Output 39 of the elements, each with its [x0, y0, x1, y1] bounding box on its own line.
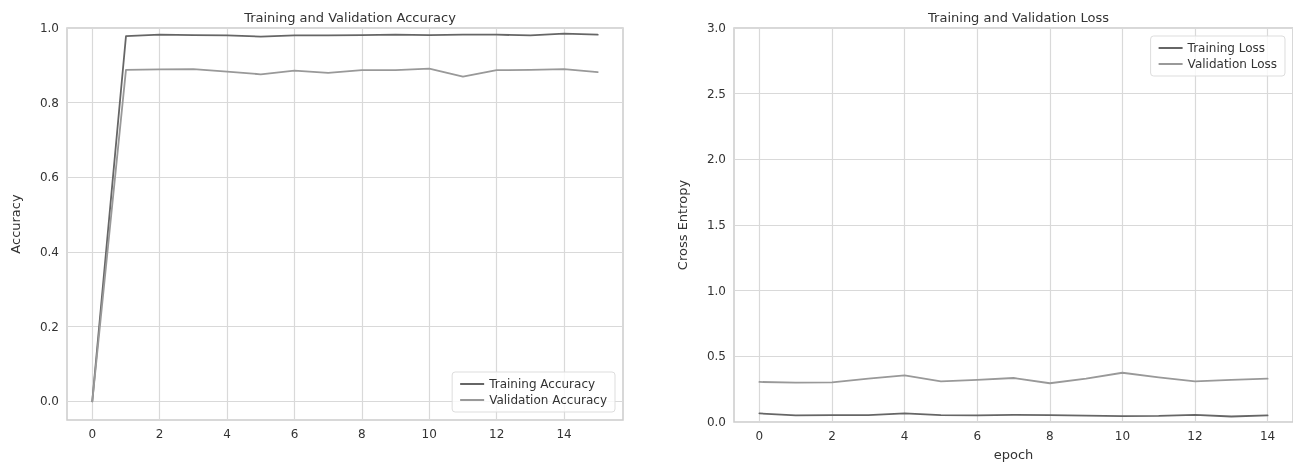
- y-tick-label: 0.2: [39, 319, 59, 334]
- y-tick-label: 2.0: [706, 152, 726, 167]
- chart-title: Training and Validation Loss: [927, 10, 1110, 25]
- x-tick-label: 8: [358, 427, 366, 441]
- x-tick-label: 6: [290, 427, 299, 441]
- y-tick-label: 1.0: [706, 283, 726, 298]
- legend-label: Training Loss: [1186, 41, 1266, 55]
- x-tick-label: 14: [556, 427, 572, 441]
- x-axis-title: epoch: [993, 447, 1034, 462]
- y-tick-label: 0.4: [39, 245, 59, 259]
- y-tick-label: 0.5: [706, 349, 726, 364]
- x-tick-label: 0: [755, 429, 764, 443]
- line-series: [758, 371, 1269, 385]
- x-tick-label: 12: [489, 427, 505, 441]
- x-tick-label: 2: [828, 429, 836, 443]
- y-tick-label: 0.0: [39, 394, 59, 409]
- y-tick-label: 1.5: [706, 218, 726, 232]
- chart-title: Training and Validation Accuracy: [243, 10, 457, 25]
- x-tick-label: 14: [1259, 429, 1276, 443]
- x-tick-label: 10: [421, 427, 437, 441]
- x-tick-label: 8: [1045, 429, 1054, 443]
- legend-label: Training Accuracy: [488, 377, 596, 391]
- y-axis-title: Cross Entropy: [675, 179, 690, 271]
- y-tick-label: 1.0: [39, 21, 59, 35]
- y-tick-label: 2.5: [706, 86, 726, 101]
- x-tick-label: 4: [223, 427, 231, 441]
- y-tick-label: 0.0: [706, 415, 726, 429]
- x-tick-label: 10: [1114, 429, 1131, 443]
- y-tick-label: 0.6: [39, 170, 59, 185]
- x-tick-label: 0: [88, 427, 97, 441]
- x-tick-label: 2: [155, 427, 164, 441]
- legend-label: Validation Loss: [1187, 57, 1277, 71]
- y-tick-label: 0.8: [39, 95, 59, 110]
- x-tick-label: 12: [1187, 429, 1203, 443]
- legend-label: Validation Accuracy: [489, 393, 607, 407]
- y-tick-label: 3.0: [706, 21, 726, 35]
- x-tick-label: 4: [900, 429, 909, 443]
- y-axis-title: Accuracy: [8, 194, 23, 254]
- x-tick-label: 6: [973, 429, 982, 443]
